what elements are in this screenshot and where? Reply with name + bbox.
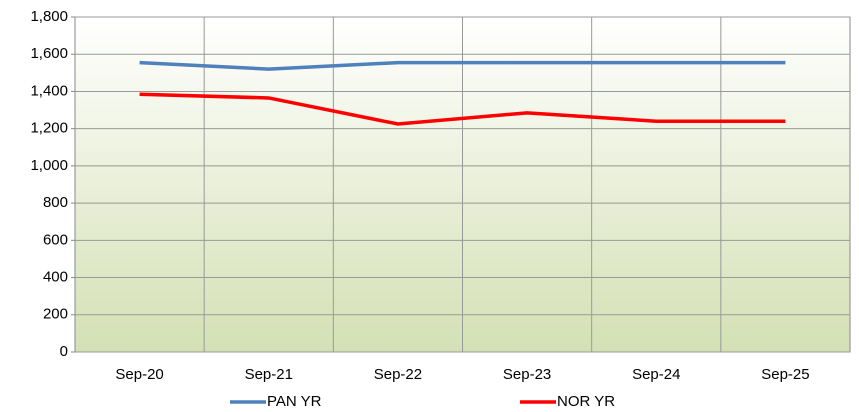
x-tick-label: Sep-22 — [374, 366, 422, 383]
series-line — [139, 60, 786, 71]
x-tick-label: Sep-20 — [115, 366, 163, 383]
legend-label: PAN YR — [267, 393, 322, 410]
y-tick-label: 0 — [60, 343, 68, 360]
y-tick-label: 1,000 — [30, 157, 68, 174]
x-tick-label: Sep-21 — [245, 366, 293, 383]
series-line — [139, 92, 786, 126]
y-tick-label: 1,200 — [30, 120, 68, 137]
y-tick-label: 1,800 — [30, 8, 68, 25]
x-tick-label: Sep-24 — [632, 366, 680, 383]
y-tick-label: 400 — [43, 269, 68, 286]
x-tick-label: Sep-23 — [503, 366, 551, 383]
y-tick-label: 800 — [43, 194, 68, 211]
x-tick-label: Sep-25 — [761, 366, 809, 383]
y-tick-label: 1,600 — [30, 45, 68, 62]
y-tick-label: 600 — [43, 231, 68, 248]
y-tick-label: 200 — [43, 306, 68, 323]
legend-label: NOR YR — [557, 393, 615, 410]
y-tick-label: 1,400 — [30, 82, 68, 99]
